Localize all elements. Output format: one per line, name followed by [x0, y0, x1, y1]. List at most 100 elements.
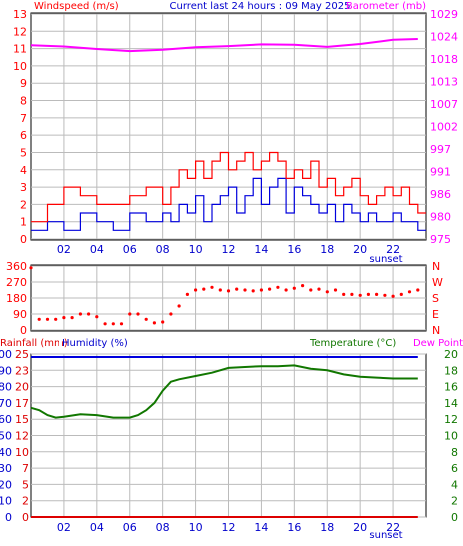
wind-x-tick-label: 18 — [320, 243, 334, 256]
direction-point — [136, 312, 140, 316]
direction-point — [309, 288, 313, 292]
direction-y-tick-label: 180 — [6, 292, 27, 305]
rainfall-y-tick-label: 15 — [15, 413, 29, 426]
climate-x-tick-label: 02 — [57, 521, 71, 534]
direction-point — [342, 292, 346, 296]
climate-x-tick-label: 12 — [222, 521, 236, 534]
direction-point — [70, 316, 74, 320]
barometer-y-tick-label: 980 — [430, 211, 451, 224]
direction-point — [169, 312, 173, 316]
wind-y-tick-label: 0 — [20, 233, 27, 246]
direction-point — [399, 292, 403, 296]
humidity-y-tick-label: 100 — [0, 348, 12, 361]
direction-point — [317, 287, 321, 291]
wind-x-tick-label: 08 — [156, 243, 170, 256]
temperature-line — [30, 364, 418, 419]
climate-x-tick-label: 10 — [189, 521, 203, 534]
direction-y-tick-label: 90 — [13, 308, 27, 321]
tick-label-layer: 02 04 06 08 10 12 14 16 18 20 22012345678910111213… — [0, 8, 458, 534]
direction-point — [144, 317, 148, 321]
direction-point — [194, 288, 198, 292]
direction-point — [103, 322, 107, 326]
rainfall-y-tick-label: 0 — [22, 511, 29, 524]
direction-point — [226, 289, 231, 293]
barometer-y-tick-label: 1007 — [430, 98, 458, 111]
wind-x-tick-label: 20 — [353, 243, 367, 256]
wind-y-tick-label: 6 — [20, 129, 27, 142]
direction-point — [292, 286, 296, 290]
wind-y-tick-label: 9 — [20, 77, 27, 90]
direction-point — [235, 287, 239, 291]
temperature-y-tick-label: 2 — [451, 495, 458, 508]
wind-y-tick-label: 5 — [20, 146, 27, 159]
direction-point — [366, 292, 370, 296]
direction-point — [78, 312, 82, 316]
humidity-y-tick-label: 90 — [0, 364, 12, 377]
temperature-y-tick-label: 18 — [444, 364, 458, 377]
wind-y-tick-label: 8 — [20, 95, 27, 108]
direction-point — [358, 293, 362, 297]
compass-tick-label: W — [432, 276, 443, 289]
direction-point — [185, 292, 189, 296]
direction-point — [259, 288, 263, 292]
direction-point — [407, 290, 412, 294]
humidity-axis-label: Humidity (%) — [62, 338, 128, 349]
direction-point — [128, 312, 132, 316]
direction-point — [210, 285, 214, 289]
barometer-y-tick-label: 1029 — [430, 8, 458, 21]
direction-point — [119, 322, 124, 326]
humidity-y-tick-label: 60 — [0, 413, 12, 426]
wind-x-tick-label: 22 — [386, 243, 400, 256]
barometer-y-tick-label: 1002 — [430, 121, 458, 134]
wind-x-tick-label: 14 — [254, 243, 268, 256]
temperature-y-tick-label: 0 — [451, 511, 458, 524]
direction-point — [375, 292, 379, 296]
rainfall-y-tick-label: 2 — [22, 495, 29, 508]
direction-point — [391, 294, 395, 298]
rainfall-y-tick-label: 17 — [15, 397, 29, 410]
direction-point — [276, 285, 280, 289]
rainfall-y-tick-label: 7 — [22, 462, 29, 475]
direction-point — [325, 290, 329, 294]
direction-point — [284, 288, 288, 292]
climate-x-tick-label: 04 — [90, 521, 104, 534]
direction-point — [243, 288, 247, 292]
windspeed-line — [31, 177, 426, 231]
direction-point — [161, 320, 165, 324]
rainfall-y-tick-label: 23 — [15, 364, 29, 377]
wind-x-tick-label: 02 — [57, 243, 71, 256]
direction-point — [177, 304, 181, 308]
wind-y-tick-label: 2 — [20, 198, 27, 211]
barometer-y-tick-label: 997 — [430, 143, 451, 156]
barometer-y-tick-label: 975 — [430, 233, 451, 246]
temperature-y-tick-label: 14 — [444, 397, 458, 410]
wind-y-tick-label: 12 — [13, 25, 27, 38]
direction-point — [29, 266, 33, 270]
wind-x-tick-label: 06 — [123, 243, 137, 256]
rainfall-axis-label: Rainfall (mm) — [0, 338, 68, 349]
direction-point — [95, 315, 99, 319]
wind-gust-line — [31, 151, 426, 223]
compass-tick-label: S — [432, 292, 439, 305]
dewpoint-axis-label: Dew Point — [413, 338, 463, 349]
wind-x-tick-label: 04 — [90, 243, 104, 256]
humidity-y-tick-label: 20 — [0, 478, 12, 491]
direction-point — [62, 316, 66, 320]
temperature-axis-label: Temperature (°C) — [309, 338, 396, 349]
wind-y-tick-label: 10 — [13, 60, 27, 73]
wind-y-tick-label: 1 — [20, 216, 27, 229]
direction-point — [111, 322, 115, 326]
barometer-line — [30, 38, 418, 53]
humidity-y-tick-label: 80 — [0, 381, 12, 394]
compass-tick-label: E — [432, 308, 439, 321]
direction-point — [152, 321, 156, 325]
climate-x-tick-label: 18 — [320, 521, 334, 534]
temperature-y-tick-label: 8 — [451, 446, 458, 459]
temperature-y-tick-label: 10 — [444, 430, 458, 443]
direction-y-tick-label: 270 — [6, 276, 27, 289]
rainfall-y-tick-label: 25 — [15, 348, 29, 361]
barometer-y-tick-label: 986 — [430, 188, 451, 201]
direction-point — [251, 289, 255, 293]
compass-tick-label: N — [432, 260, 440, 273]
